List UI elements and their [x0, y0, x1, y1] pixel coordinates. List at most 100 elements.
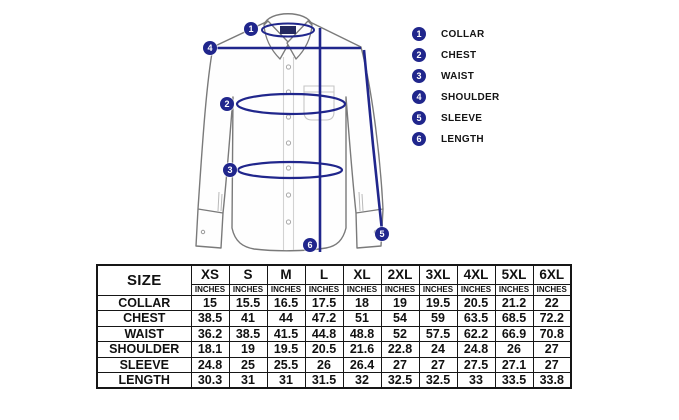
legend-label-collar: COLLAR: [441, 28, 485, 40]
cell: 26.4: [342, 356, 382, 373]
cell: 52: [380, 325, 420, 342]
sleeve-placket-right: [358, 191, 364, 212]
cell: 21.2: [494, 294, 534, 311]
size-col-xs: XS: [190, 264, 230, 285]
cell: 20.5: [456, 294, 496, 311]
legend-item-length: 6 LENGTH: [412, 132, 500, 146]
legend-badge-5: 5: [412, 111, 426, 125]
size-col-m: M: [266, 264, 306, 285]
cell: 27: [532, 341, 572, 358]
table-row-chest: CHEST 38.5 41 44 47.2 51 54 59 63.5 68.5…: [96, 310, 572, 327]
cell: 31: [228, 372, 268, 389]
shirt-outline: [195, 17, 384, 252]
cell: 24: [418, 341, 458, 358]
cell: 41.5: [266, 325, 306, 342]
size-col-xl: XL: [342, 264, 382, 285]
table-row-collar: COLLAR 15 15.5 16.5 17.5 18 19 19.5 20.5…: [96, 294, 572, 311]
legend-item-collar: 1 COLLAR: [412, 27, 500, 41]
cell: 36.2: [190, 325, 230, 342]
unit-cell: INCHES: [494, 283, 534, 296]
collar-left-wing: [263, 20, 290, 60]
size-col-3xl: 3XL: [418, 264, 458, 285]
size-col-2xl: 2XL: [380, 264, 420, 285]
marker-collar-badge: 1: [244, 22, 258, 36]
cell: 68.5: [494, 310, 534, 327]
marker-sleeve-badge: 5: [375, 227, 389, 241]
unit-cell: INCHES: [418, 283, 458, 296]
cell: 27.5: [456, 356, 496, 373]
cell: 22.8: [380, 341, 420, 358]
cell: 15: [190, 294, 230, 311]
collar-measure-ellipse: [261, 22, 315, 38]
size-table: SIZE XS S M L XL 2XL 3XL 4XL 5XL 6XL INC…: [96, 264, 572, 389]
cell: 44: [266, 310, 306, 327]
unit-cell: INCHES: [228, 283, 268, 296]
cell: 44.8: [304, 325, 344, 342]
cuff-seam-left: [197, 208, 224, 214]
unit-cell: INCHES: [342, 283, 382, 296]
cell: 27: [532, 356, 572, 373]
size-col-s: S: [228, 264, 268, 285]
cell: 20.5: [304, 341, 344, 358]
cell: 22: [532, 294, 572, 311]
size-col-l: L: [304, 264, 344, 285]
cell: 31: [266, 372, 306, 389]
unit-cell: INCHES: [532, 283, 572, 296]
size-col-4xl: 4XL: [456, 264, 496, 285]
legend-badge-6: 6: [412, 132, 426, 146]
cell: 17.5: [304, 294, 344, 311]
collar-band: [263, 13, 313, 26]
marker-length-badge: 6: [303, 238, 317, 252]
cell: 24.8: [190, 356, 230, 373]
cell: 27: [418, 356, 458, 373]
unit-cell: INCHES: [266, 283, 306, 296]
size-table-container: SIZE XS S M L XL 2XL 3XL 4XL 5XL 6XL INC…: [96, 264, 572, 389]
button-column: [285, 64, 292, 225]
row-label: CHEST: [96, 310, 192, 327]
cuff-button-left: [200, 229, 206, 235]
collar-right-wing: [286, 20, 313, 60]
sleeve-placket-left: [217, 191, 223, 212]
row-label: LENGTH: [96, 372, 192, 389]
cell: 24.8: [456, 341, 496, 358]
shirt-diagram: [195, 13, 384, 252]
cell: 27: [380, 356, 420, 373]
cell: 31.5: [304, 372, 344, 389]
collar-tag: [280, 26, 296, 34]
cell: 63.5: [456, 310, 496, 327]
row-label: COLLAR: [96, 294, 192, 311]
cell: 51: [342, 310, 382, 327]
cell: 33: [456, 372, 496, 389]
units-row: INCHES INCHES INCHES INCHES INCHES INCHE…: [97, 283, 572, 296]
legend-item-shoulder: 4 SHOULDER: [412, 90, 500, 104]
marker-shoulder-badge: 4: [203, 41, 217, 55]
cell: 32.5: [418, 372, 458, 389]
cell: 33.8: [532, 372, 572, 389]
table-row-shoulder: SHOULDER 18.1 19 19.5 20.5 21.6 22.8 24 …: [96, 341, 572, 358]
table-row-waist: WAIST 36.2 38.5 41.5 44.8 48.8 52 57.5 6…: [96, 325, 572, 342]
cell: 41: [228, 310, 268, 327]
legend-badge-1: 1: [412, 27, 426, 41]
legend-item-chest: 2 CHEST: [412, 48, 500, 62]
cell: 15.5: [228, 294, 268, 311]
cell: 27.1: [494, 356, 534, 373]
cell: 18: [342, 294, 382, 311]
cell: 70.8: [532, 325, 572, 342]
legend-label-length: LENGTH: [441, 133, 484, 145]
unit-cell: INCHES: [456, 283, 496, 296]
cell: 18.1: [190, 341, 230, 358]
cell: 16.5: [266, 294, 306, 311]
cell: 38.5: [228, 325, 268, 342]
cell: 19.5: [418, 294, 458, 311]
chest-measure-ellipse: [235, 92, 347, 116]
cell: 19: [380, 294, 420, 311]
cell: 47.2: [304, 310, 344, 327]
cell: 54: [380, 310, 420, 327]
marker-chest-badge: 2: [220, 97, 234, 111]
unit-cell: INCHES: [380, 283, 420, 296]
cell: 72.2: [532, 310, 572, 327]
legend-label-waist: WAIST: [441, 70, 475, 82]
legend-label-sleeve: SLEEVE: [441, 112, 483, 124]
row-label: SLEEVE: [96, 356, 192, 373]
